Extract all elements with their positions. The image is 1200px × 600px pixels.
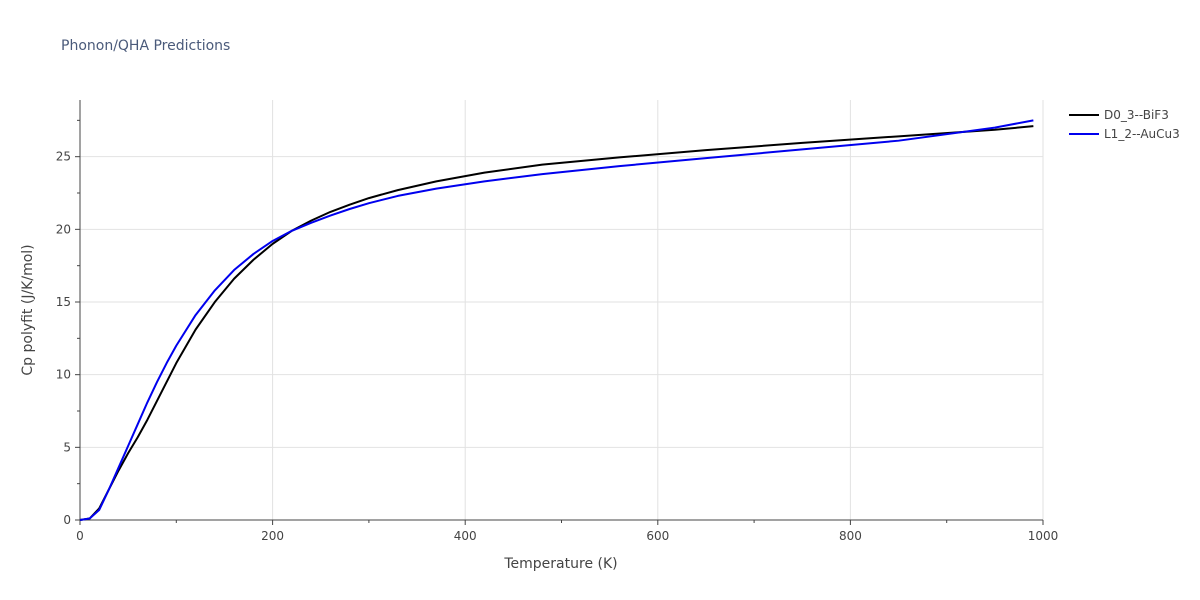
legend-item[interactable]: D0_3--BiF3 <box>1069 108 1169 122</box>
x-tick-label: 600 <box>646 529 669 543</box>
y-tick-label: 0 <box>63 513 71 527</box>
x-tick-label: 800 <box>839 529 862 543</box>
x-tick-label: 1000 <box>1028 529 1059 543</box>
series-line-d0-3-bif3[interactable] <box>79 125 1034 521</box>
x-tick-label: 0 <box>76 529 84 543</box>
axes: 0 200 400 600 800 1000 0 5 10 15 20 25 <box>56 100 1059 543</box>
legend-label: D0_3--BiF3 <box>1104 108 1169 122</box>
legend[interactable]: D0_3--BiF3 L1_2--AuCu3 <box>1069 108 1180 141</box>
grid <box>80 100 1044 520</box>
x-tick-label: 400 <box>454 529 477 543</box>
x-tick-label: 200 <box>261 529 284 543</box>
y-tick-label: 15 <box>56 295 71 309</box>
x-axis-title: Temperature (K) <box>503 556 617 572</box>
chart-title: Phonon/QHA Predictions <box>61 38 230 54</box>
y-tick-label: 10 <box>56 368 71 382</box>
y-axis-title: Cp polyfit (J/K/mol) <box>20 244 36 375</box>
legend-label: L1_2--AuCu3 <box>1104 127 1180 141</box>
y-tick-label: 5 <box>63 440 71 454</box>
legend-item[interactable]: L1_2--AuCu3 <box>1069 127 1180 141</box>
series-layer <box>79 119 1034 521</box>
y-tick-label: 25 <box>56 150 71 164</box>
series-line-l1-2-aucu3[interactable] <box>79 119 1034 521</box>
y-tick-label: 20 <box>56 222 71 236</box>
